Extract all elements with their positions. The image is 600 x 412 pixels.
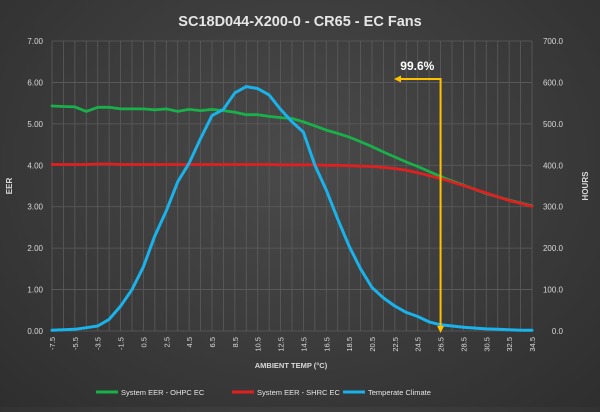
y2-tick-label: 600.0 bbox=[543, 78, 564, 87]
legend-label-2: System EER - SHRC EC bbox=[257, 388, 341, 397]
y-tick-label: 4.00 bbox=[27, 161, 43, 170]
x-tick-label: 10.5 bbox=[254, 337, 263, 352]
y2-tick-label: 100.0 bbox=[543, 286, 564, 295]
x-tick-label: 12.5 bbox=[277, 337, 286, 352]
x-tick-label: 26.5 bbox=[437, 337, 446, 352]
y-tick-label: 3.00 bbox=[27, 203, 43, 212]
annotation-arrowhead bbox=[394, 75, 401, 83]
y2-tick-label: 500.0 bbox=[543, 120, 564, 129]
x-tick-label: 16.5 bbox=[322, 337, 331, 352]
y2-axis-label: HOURS bbox=[581, 171, 590, 201]
x-tick-label: 2.5 bbox=[162, 337, 171, 347]
legend: System EER - OHPC EC System EER - SHRC EC… bbox=[96, 388, 431, 397]
series-layer bbox=[50, 85, 534, 332]
y-axis-label: EER bbox=[5, 178, 14, 195]
annotation-label: 99.6% bbox=[400, 59, 434, 73]
y2-tick-label: 700.0 bbox=[543, 37, 564, 46]
x-axis-label: AMBIENT TEMP (°C) bbox=[255, 361, 328, 370]
x-tick-label: -1.5 bbox=[117, 337, 126, 350]
y-tick-label: 0.00 bbox=[27, 327, 43, 336]
chart-title: SC18D044-X200-0 - CR65 - EC Fans bbox=[178, 14, 421, 30]
x-tick-label: 4.5 bbox=[185, 337, 194, 347]
y-tick-label: 6.00 bbox=[27, 78, 43, 87]
y2-tick-label: 0.0 bbox=[552, 327, 564, 336]
x-tick-label: 32.5 bbox=[505, 337, 514, 352]
x-tick-label: 18.5 bbox=[345, 337, 354, 352]
annotation-line bbox=[400, 78, 442, 331]
x-tick-label: 0.5 bbox=[139, 337, 148, 347]
x-tick-label: 14.5 bbox=[299, 337, 308, 352]
grid-layer bbox=[51, 40, 533, 332]
legend-label-1: System EER - OHPC EC bbox=[121, 388, 205, 397]
x-tick-label: -5.5 bbox=[71, 337, 80, 350]
y2-tick-label: 300.0 bbox=[543, 203, 564, 212]
x-tick-label: 6.5 bbox=[208, 337, 217, 347]
x-tick-label: 30.5 bbox=[482, 337, 491, 352]
y-tick-label: 7.00 bbox=[27, 37, 43, 46]
y-tick-label: 1.00 bbox=[27, 286, 43, 295]
x-tick-label: 28.5 bbox=[459, 337, 468, 352]
annotation-layer: 99.6% bbox=[394, 59, 445, 333]
legend-label-3: Temperate Climate bbox=[368, 388, 431, 397]
y2-tick-label: 200.0 bbox=[543, 244, 564, 253]
series-line-2 bbox=[50, 162, 534, 208]
x-tick-label: 8.5 bbox=[231, 337, 240, 347]
x-tick-label: 34.5 bbox=[528, 337, 537, 352]
series-line-3 bbox=[50, 85, 534, 332]
y-tick-label: 5.00 bbox=[27, 120, 43, 129]
x-tick-label: 24.5 bbox=[414, 337, 423, 352]
x-tick-label: -3.5 bbox=[94, 337, 103, 350]
y-tick-label: 2.00 bbox=[27, 244, 43, 253]
x-tick-label: 22.5 bbox=[391, 337, 400, 352]
annotation-arrowhead-bottom bbox=[437, 326, 445, 333]
axis-layer: EER HOURS AMBIENT TEMP (°C) 0.00 1.00 2.00… bbox=[5, 37, 590, 370]
x-tick-label: -7.5 bbox=[48, 337, 57, 350]
x-tick-label: 20.5 bbox=[368, 337, 377, 352]
y2-tick-label: 400.0 bbox=[543, 161, 564, 170]
